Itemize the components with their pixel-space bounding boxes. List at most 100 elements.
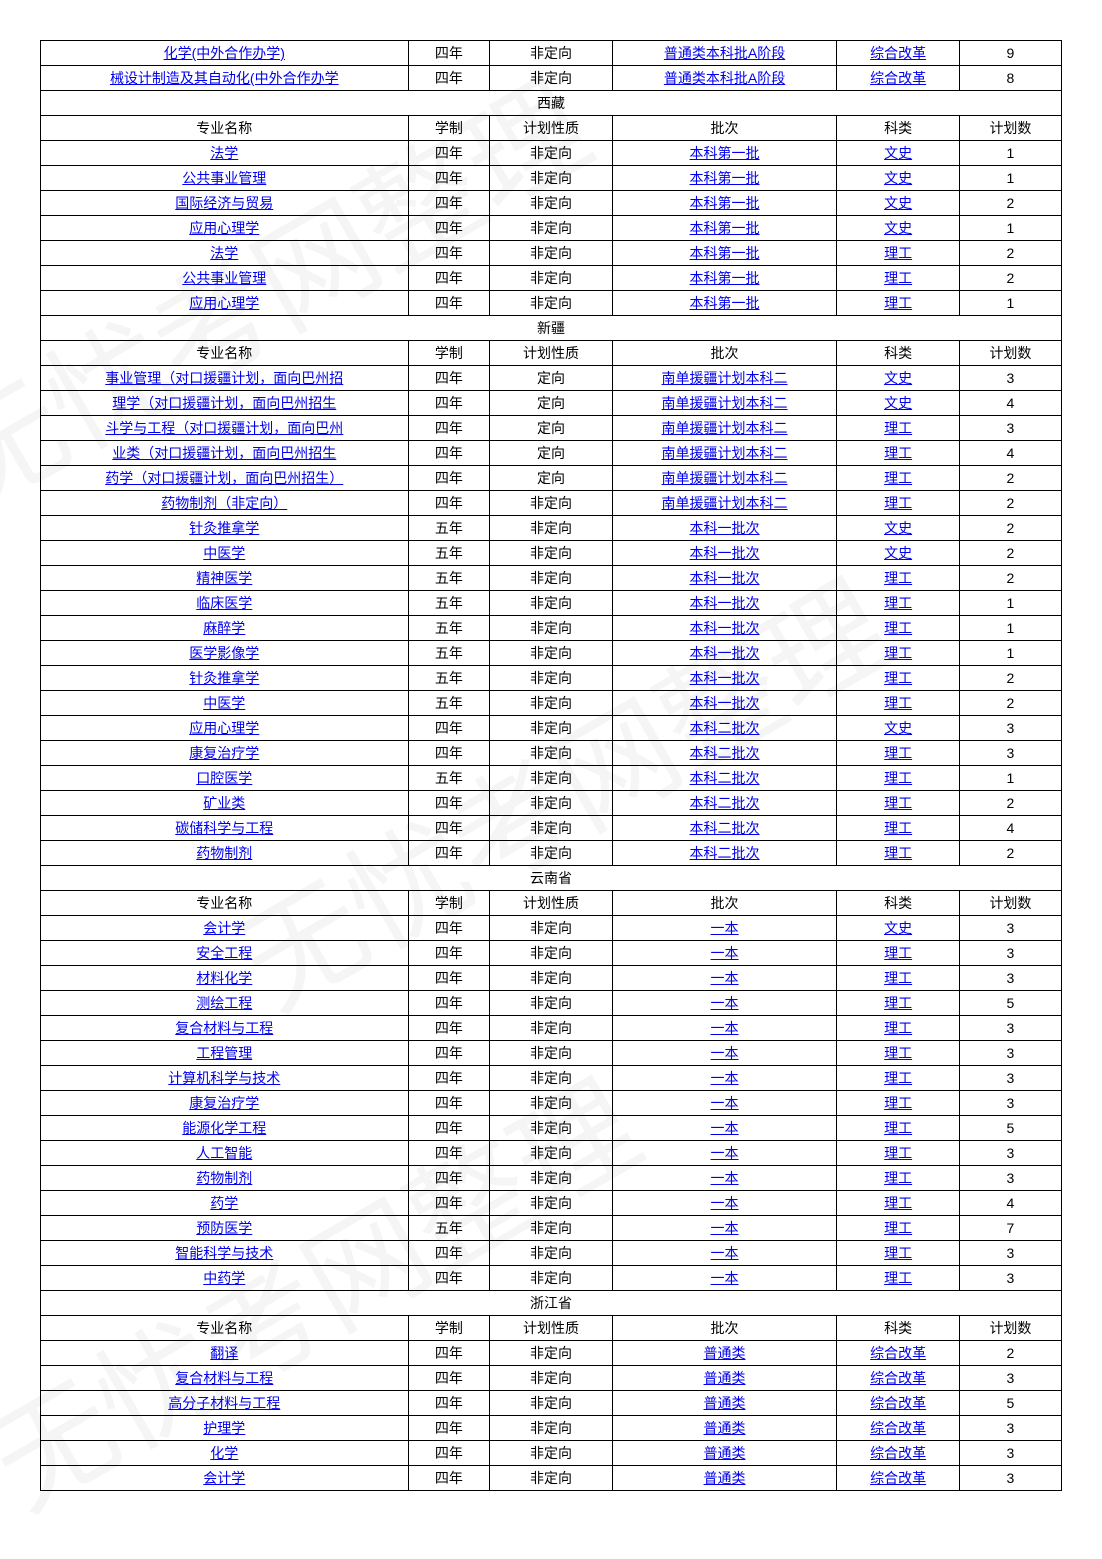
cell-batch: 本科一批次 xyxy=(612,541,837,566)
cell-cat: 文史 xyxy=(837,166,960,191)
header-cat: 科类 xyxy=(837,891,960,916)
cell-batch: 一本 xyxy=(612,1166,837,1191)
cell-nature: 非定向 xyxy=(490,691,613,716)
cell-name: 会计学 xyxy=(41,916,409,941)
cell-batch: 普通类 xyxy=(612,1441,837,1466)
cell-count: 3 xyxy=(959,1141,1061,1166)
table-row: 应用心理学四年非定向本科第一批理工1 xyxy=(41,291,1062,316)
header-name: 专业名称 xyxy=(41,341,409,366)
cell-dur: 五年 xyxy=(408,516,490,541)
cell-name: 测绘工程 xyxy=(41,991,409,1016)
cell-batch: 本科一批次 xyxy=(612,616,837,641)
cell-cat: 理工 xyxy=(837,1041,960,1066)
cell-nature: 非定向 xyxy=(490,1016,613,1041)
cell-dur: 四年 xyxy=(408,1091,490,1116)
cell-batch: 南单援疆计划本科二 xyxy=(612,466,837,491)
cell-dur: 四年 xyxy=(408,1066,490,1091)
table-row: 公共事业管理四年非定向本科第一批理工2 xyxy=(41,266,1062,291)
header-name: 专业名称 xyxy=(41,891,409,916)
table-row: 法学四年非定向本科第一批文史1 xyxy=(41,141,1062,166)
cell-name: 计算机科学与技术 xyxy=(41,1066,409,1091)
cell-cat: 文史 xyxy=(837,191,960,216)
cell-cat: 理工 xyxy=(837,1191,960,1216)
cell-count: 3 xyxy=(959,366,1061,391)
cell-dur: 五年 xyxy=(408,566,490,591)
cell-cat: 文史 xyxy=(837,216,960,241)
table-row: 针灸推拿学五年非定向本科一批次理工2 xyxy=(41,666,1062,691)
cell-batch: 一本 xyxy=(612,1041,837,1066)
header-batch: 批次 xyxy=(612,1316,837,1341)
cell-name: 安全工程 xyxy=(41,941,409,966)
cell-nature: 非定向 xyxy=(490,591,613,616)
cell-dur: 五年 xyxy=(408,591,490,616)
cell-cat: 理工 xyxy=(837,1241,960,1266)
cell-batch: 本科一批次 xyxy=(612,591,837,616)
header-name: 专业名称 xyxy=(41,116,409,141)
cell-cat: 理工 xyxy=(837,491,960,516)
table-row: 康复治疗学四年非定向一本理工3 xyxy=(41,1091,1062,1116)
cell-count: 2 xyxy=(959,691,1061,716)
cell-nature: 非定向 xyxy=(490,816,613,841)
region-row: 云南省 xyxy=(41,866,1062,891)
cell-nature: 非定向 xyxy=(490,641,613,666)
cell-batch: 本科第一批 xyxy=(612,141,837,166)
cell-count: 3 xyxy=(959,716,1061,741)
cell-batch: 本科第一批 xyxy=(612,241,837,266)
cell-nature: 非定向 xyxy=(490,1341,613,1366)
cell-nature: 非定向 xyxy=(490,741,613,766)
cell-count: 2 xyxy=(959,466,1061,491)
cell-dur: 四年 xyxy=(408,716,490,741)
cell-dur: 四年 xyxy=(408,991,490,1016)
cell-count: 4 xyxy=(959,816,1061,841)
cell-name: 复合材料与工程 xyxy=(41,1016,409,1041)
table-row: 人工智能四年非定向一本理工3 xyxy=(41,1141,1062,1166)
cell-dur: 四年 xyxy=(408,1191,490,1216)
header-name: 专业名称 xyxy=(41,1316,409,1341)
header-nature: 计划性质 xyxy=(490,341,613,366)
cell-dur: 五年 xyxy=(408,766,490,791)
cell-count: 3 xyxy=(959,416,1061,441)
cell-nature: 非定向 xyxy=(490,966,613,991)
cell-nature: 非定向 xyxy=(490,766,613,791)
cell-count: 2 xyxy=(959,491,1061,516)
cell-dur: 四年 xyxy=(408,441,490,466)
cell-dur: 四年 xyxy=(408,741,490,766)
cell-count: 3 xyxy=(959,1066,1061,1091)
cell-nature: 非定向 xyxy=(490,991,613,1016)
cell-name: 临床医学 xyxy=(41,591,409,616)
cell-count: 3 xyxy=(959,1241,1061,1266)
cell-nature: 非定向 xyxy=(490,1241,613,1266)
cell-batch: 本科二批次 xyxy=(612,816,837,841)
cell-name: 针灸推拿学 xyxy=(41,666,409,691)
cell-name: 药物制剂（非定向） xyxy=(41,491,409,516)
cell-count: 1 xyxy=(959,641,1061,666)
cell-batch: 一本 xyxy=(612,991,837,1016)
table-row: 能源化学工程四年非定向一本理工5 xyxy=(41,1116,1062,1141)
table-row: 药学（对口援疆计划，面向巴州招生）四年定向南单援疆计划本科二理工2 xyxy=(41,466,1062,491)
cell-count: 1 xyxy=(959,216,1061,241)
header-count: 计划数 xyxy=(959,1316,1061,1341)
cell-dur: 四年 xyxy=(408,291,490,316)
cell-nature: 非定向 xyxy=(490,1166,613,1191)
table-row: 药物制剂四年非定向本科二批次理工2 xyxy=(41,841,1062,866)
table-row: 翻译四年非定向普通类综合改革2 xyxy=(41,1341,1062,1366)
cell-cat: 理工 xyxy=(837,566,960,591)
cell-batch: 一本 xyxy=(612,941,837,966)
cell-cat: 理工 xyxy=(837,641,960,666)
header-nature: 计划性质 xyxy=(490,116,613,141)
cell-count: 3 xyxy=(959,1166,1061,1191)
table-row: 械设计制造及其自动化(中外合作办学四年非定向普通类本科批A阶段综合改革8 xyxy=(41,66,1062,91)
table-row: 护理学四年非定向普通类综合改革3 xyxy=(41,1416,1062,1441)
cell-count: 7 xyxy=(959,1216,1061,1241)
cell-count: 1 xyxy=(959,766,1061,791)
cell-count: 2 xyxy=(959,541,1061,566)
cell-name: 能源化学工程 xyxy=(41,1116,409,1141)
cell-batch: 本科一批次 xyxy=(612,641,837,666)
cell-batch: 本科二批次 xyxy=(612,716,837,741)
cell-dur: 四年 xyxy=(408,66,490,91)
cell-dur: 四年 xyxy=(408,1166,490,1191)
region-row: 西藏 xyxy=(41,91,1062,116)
header-batch: 批次 xyxy=(612,341,837,366)
cell-dur: 四年 xyxy=(408,216,490,241)
cell-count: 2 xyxy=(959,666,1061,691)
